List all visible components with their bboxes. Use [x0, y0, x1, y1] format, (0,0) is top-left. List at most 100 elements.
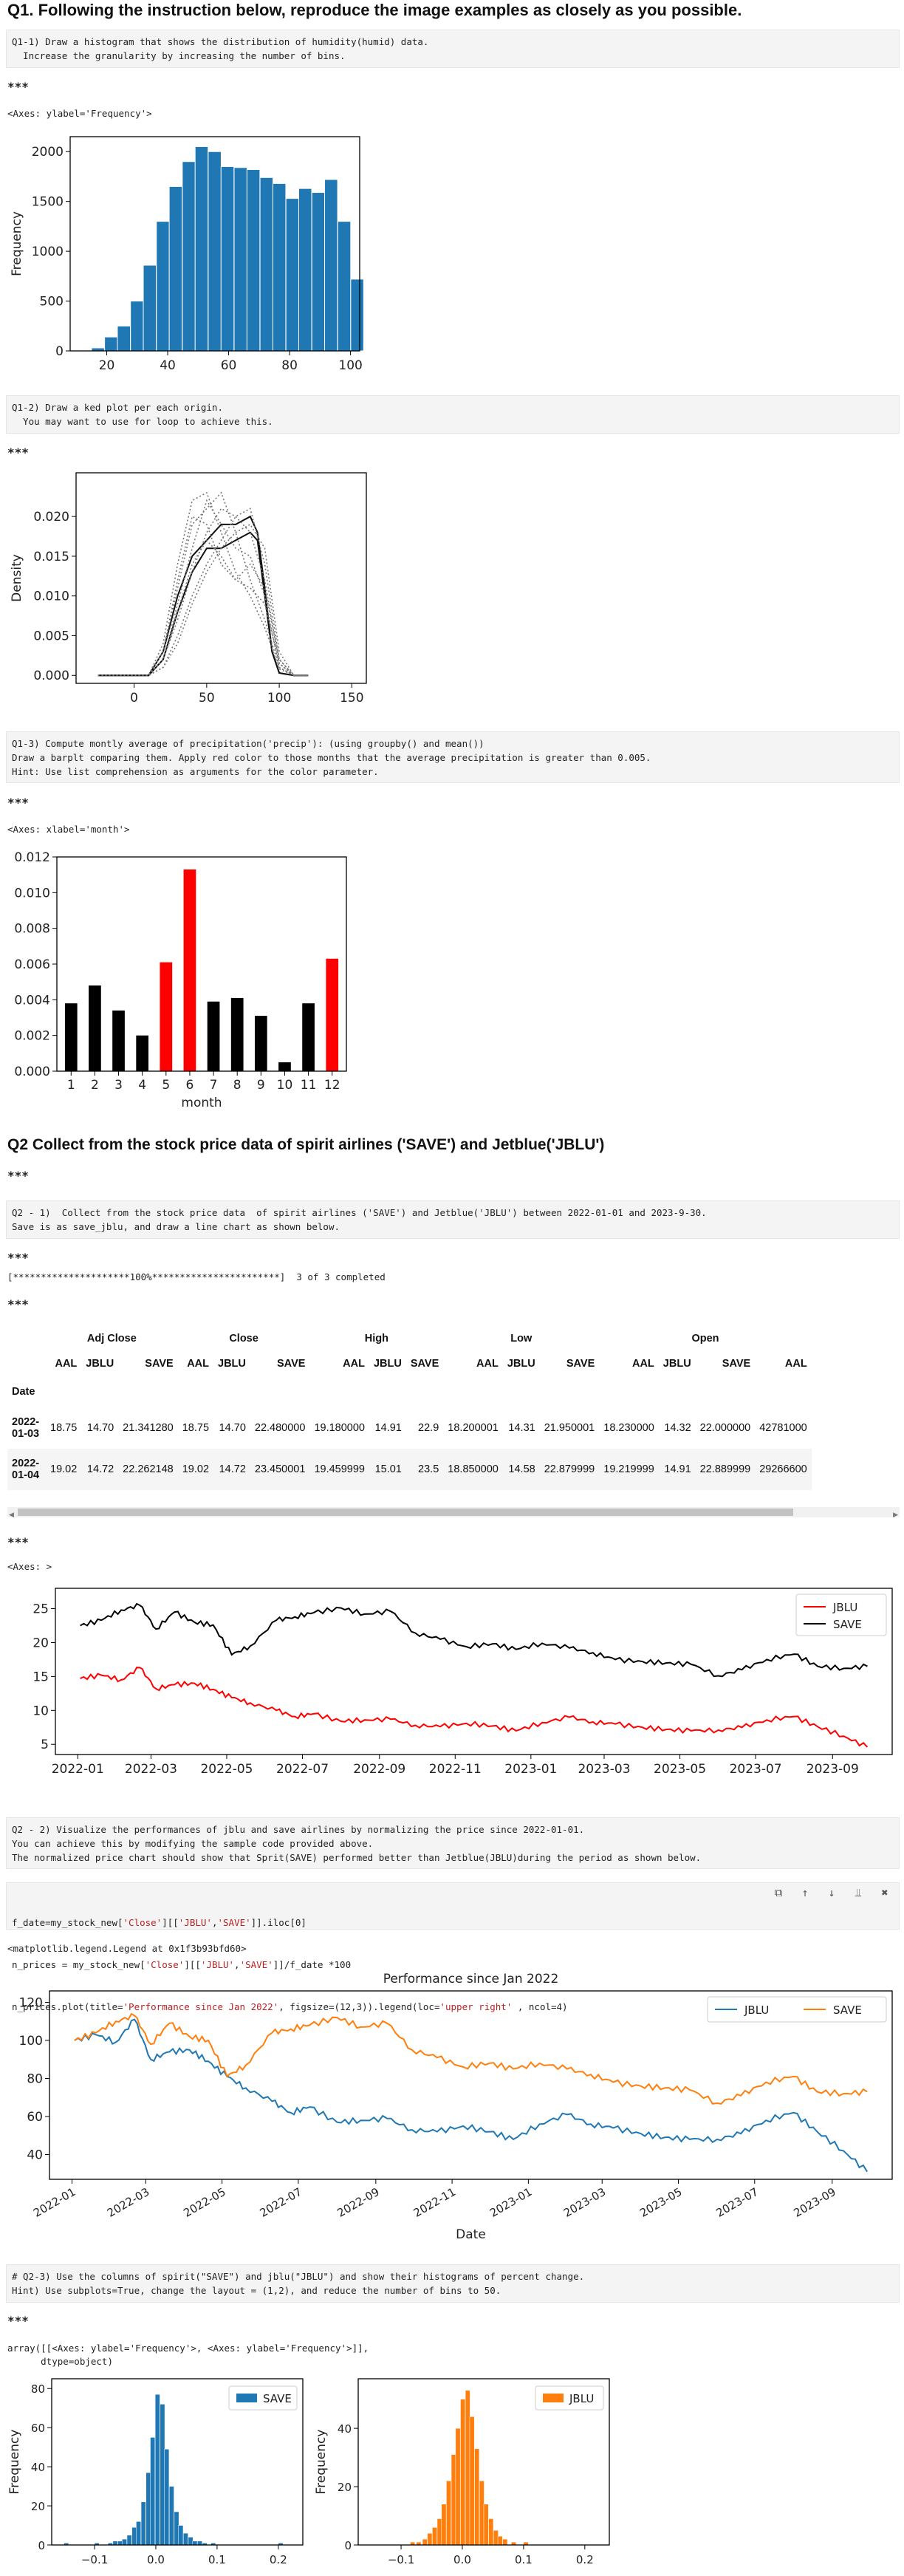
scroll-left-icon[interactable]: ◀ [9, 1511, 14, 1518]
y-tick-label: 80 [27, 2071, 43, 2086]
column-header: JBLU [373, 1358, 402, 1370]
legend-label: SAVE [833, 2003, 862, 2017]
histogram-bar [122, 2538, 127, 2546]
save-icon[interactable]: ⫫ [855, 1886, 862, 1899]
output-separator: *** [7, 1251, 29, 1265]
q2-heading: Q2 Collect from the stock price data of … [7, 1136, 605, 1153]
arrow-up-icon[interactable]: ↑ [801, 1886, 809, 1899]
bar [302, 1003, 315, 1071]
y-tick-label: 0.005 [33, 629, 69, 643]
x-tick-label: 2022-07 [258, 2185, 304, 2220]
cell-toolbar: ⧉ ↑ ↓ ⫫ ✖ [760, 1886, 893, 1900]
x-tick-label: 2022-11 [429, 1762, 482, 1777]
x-tick-label: 2023-09 [807, 1762, 859, 1777]
histogram-bar [156, 221, 170, 352]
code-cell-q1-3[interactable]: Q1-3) Compute montly average of precipit… [6, 731, 900, 783]
corner-cell [7, 1326, 46, 1351]
code-line: n_prices.plot(title='Performance since J… [12, 2001, 568, 2012]
x-tick-label: 6 [186, 1078, 194, 1093]
histogram-bar [451, 2454, 456, 2546]
table-cell: 15.01 [374, 1463, 402, 1475]
column-header: JBLU [662, 1358, 691, 1370]
row-index: 2022-01-04 [12, 1458, 40, 1481]
y-tick-label: 60 [27, 2110, 43, 2125]
histogram-bar [197, 2541, 202, 2546]
y-tick-label: 500 [40, 295, 64, 310]
x-tick-label: 4 [138, 1078, 146, 1093]
x-tick-label: 10 [277, 1078, 293, 1093]
code-cell-q1-2[interactable]: Q1-2) Draw a ked plot per each origin. Y… [6, 395, 900, 434]
x-tick-label: 2022-01 [52, 1762, 104, 1777]
stock-line-chart: 5 10 15 20 25 2022-01 2022-03 2022-05 2022-07 202… [32, 1588, 893, 1777]
kde-line [97, 491, 309, 677]
y-tick-label: 25 [32, 1602, 49, 1617]
kde-plot: 0.000 0.005 0.010 0.015 0.020 0 50 100 150 Densit… [10, 472, 367, 706]
series-line-save [74, 2012, 868, 2105]
horizontal-scrollbar[interactable]: ◀ ▶ [7, 1507, 900, 1518]
x-tick-label: 0.1 [208, 2553, 226, 2566]
bar [207, 1001, 220, 1071]
bar [254, 1016, 267, 1071]
code-line: Draw a barplt comparing them. Apply red … [12, 752, 651, 763]
x-tick-label: 2022-11 [411, 2185, 458, 2220]
y-tick-label: 40 [31, 2461, 45, 2474]
axes-frame [55, 1588, 893, 1755]
column-header: AAL [476, 1358, 499, 1370]
dataframe-output[interactable]: Adj Close Close High Low Open AAL JBLU SAVE AAL… [7, 1326, 901, 1518]
code-cell-q1-1[interactable]: Q1-1) Draw a histogram that shows the di… [6, 30, 900, 68]
kde-line [97, 508, 309, 677]
x-tick-label: 5 [162, 1078, 170, 1093]
code-cell-q2-2[interactable]: Q2 - 2) Visualize the performances of jb… [6, 1817, 900, 1869]
code-line: Q1-2) Draw a ked plot per each origin. [12, 402, 223, 413]
bar [326, 958, 339, 1071]
histogram-bar [460, 2399, 466, 2546]
arrow-down-icon[interactable]: ↓ [828, 1886, 835, 1899]
code-cell-q2-2-code[interactable]: f_date=my_stock_new['Close'][['JBLU','SA… [6, 1882, 900, 2012]
table-cell: 18.230000 [603, 1422, 654, 1434]
histogram-bar [154, 2394, 160, 2546]
y-tick-label: 0.012 [14, 850, 50, 865]
histogram-bar [140, 2501, 146, 2546]
y-tick-label: 10 [32, 1704, 49, 1718]
code-cell-q2-1[interactable]: Q2 - 1) Collect from the stock price dat… [6, 1200, 900, 1239]
table-cell: 18.75 [50, 1422, 78, 1434]
code-line: Hint: Use list comprehension as argument… [12, 766, 379, 777]
code-line: n_prices = my_stock_new['Close'][['JBLU'… [12, 1959, 352, 1970]
table-cell: 19.219999 [603, 1463, 654, 1475]
code-line: # Q2-3) Use the columns of spirit("SAVE"… [12, 2271, 585, 2282]
delete-icon[interactable]: ✖ [881, 1886, 888, 1899]
histogram-bar [488, 2518, 494, 2546]
y-tick-label: 2000 [32, 145, 64, 160]
table-cell: 19.180000 [314, 1422, 365, 1434]
output-text: <Axes: ylabel='Frequency'> [7, 108, 152, 119]
axes-frame [51, 2378, 304, 2546]
y-tick-label: 60 [31, 2422, 45, 2435]
y-tick-label: 5 [41, 1738, 49, 1752]
output-text: <matplotlib.legend.Legend at 0x1f3b93bfd… [7, 1943, 247, 1954]
table-cell: 14.72 [86, 1463, 114, 1475]
histogram-bar [285, 198, 300, 352]
output-text: <Axes: xlabel='month'> [7, 824, 130, 835]
copy-icon[interactable]: ⧉ [774, 1886, 783, 1899]
kde-line [97, 499, 309, 677]
column-header: AAL [187, 1358, 210, 1370]
series-line-jblu [80, 1667, 869, 1748]
bar [160, 962, 173, 1071]
histogram-bar [432, 2527, 437, 2546]
code-cell-q2-3[interactable]: # Q2-3) Use the columns of spirit("SAVE"… [6, 2264, 900, 2303]
column-header: JBLU [507, 1358, 535, 1370]
y-tick-label: 0 [55, 344, 64, 359]
histogram-bar [143, 264, 157, 352]
y-tick-label: 40 [338, 2422, 352, 2436]
scroll-right-icon[interactable]: ▶ [893, 1511, 898, 1518]
y-tick-label: 15 [32, 1670, 49, 1684]
column-header: JBLU [218, 1358, 246, 1370]
scrollbar-thumb[interactable] [18, 1509, 793, 1516]
histogram-bar [311, 192, 326, 352]
row-index: 2022-01-03 [12, 1416, 40, 1440]
x-tick-label: 2022-09 [353, 1762, 405, 1777]
x-tick-label: 100 [267, 691, 291, 706]
histogram-bar [178, 2525, 184, 2546]
histogram-bar [483, 2504, 489, 2546]
histogram-bar [150, 2437, 156, 2546]
